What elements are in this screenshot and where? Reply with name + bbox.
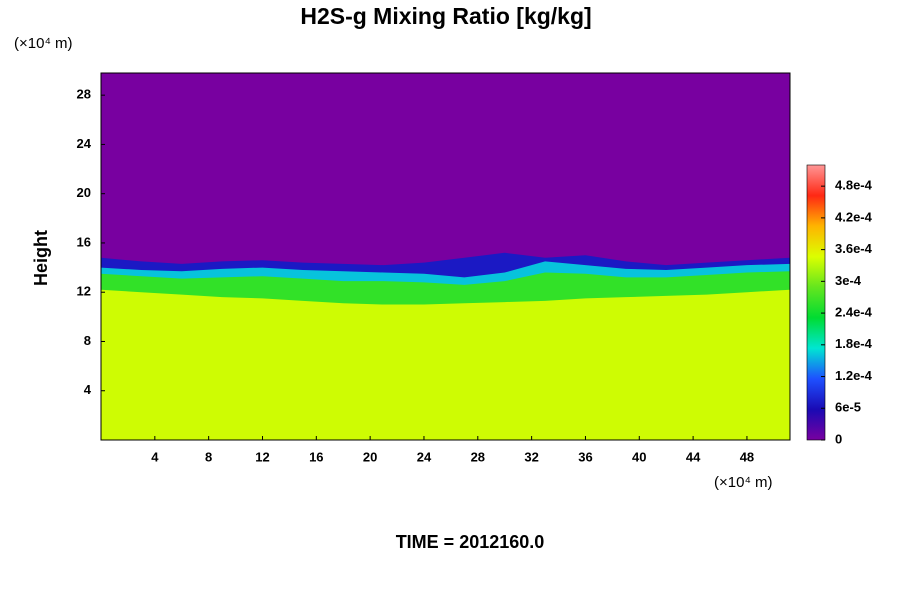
colorbar-tick-label: 0 [835,431,842,446]
x-tick-label: 32 [524,449,538,464]
x-tick-label: 8 [205,449,212,464]
y-tick-label: 24 [77,136,92,151]
x-tick-label: 20 [363,449,377,464]
x-tick-label: 12 [255,449,269,464]
colorbar-tick-label: 6e-5 [835,400,861,415]
colorbar-tick-label: 1.2e-4 [835,368,873,383]
time-label: TIME = 2012160.0 [396,532,545,552]
colorbar-tick-label: 1.8e-4 [835,336,873,351]
x-tick-label: 24 [417,449,432,464]
x-tick-label: 48 [740,449,754,464]
x-tick-label: 40 [632,449,646,464]
colorbar-tick-label: 3.6e-4 [835,241,873,256]
colorbar [806,164,826,441]
colorbar-tick-label: 4.8e-4 [835,178,873,193]
y-tick-label: 12 [77,284,91,299]
x-tick-label: 4 [151,449,159,464]
x-tick-label: 36 [578,449,592,464]
y-unit: (×10⁴ m) [14,35,73,52]
field-layer [101,289,790,440]
chart-title: H2S-g Mixing Ratio [kg/kg] [300,3,591,29]
colorbar-tick-label: 3e-4 [835,273,862,288]
x-tick-label: 28 [471,449,485,464]
plot-frame [100,72,791,441]
x-unit: (×10⁴ m) [714,474,773,491]
y-axis-label: Height [31,230,51,286]
y-tick-label: 20 [77,185,91,200]
y-tick-label: 16 [77,234,91,249]
y-tick-label: 4 [84,382,92,397]
y-tick-label: 8 [84,333,91,348]
y-tick-label: 28 [77,87,91,102]
x-tick-label: 16 [309,449,323,464]
colorbar-tick-label: 4.2e-4 [835,209,873,224]
x-tick-label: 44 [686,449,701,464]
colorbar-tick-label: 2.4e-4 [835,305,873,320]
